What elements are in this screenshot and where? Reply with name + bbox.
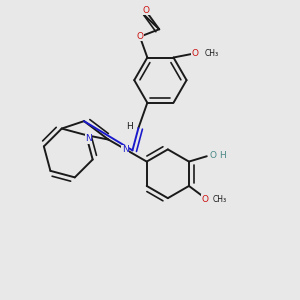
Text: O: O <box>209 151 216 160</box>
Text: N: N <box>85 134 92 143</box>
Text: O: O <box>142 6 149 15</box>
Text: CH₃: CH₃ <box>213 195 227 204</box>
Text: H: H <box>219 151 226 160</box>
Text: H: H <box>126 122 133 131</box>
Text: CH₃: CH₃ <box>205 50 219 58</box>
Text: O: O <box>136 32 143 40</box>
Text: O: O <box>191 50 198 58</box>
Text: N: N <box>122 145 128 154</box>
Text: O: O <box>202 195 209 204</box>
